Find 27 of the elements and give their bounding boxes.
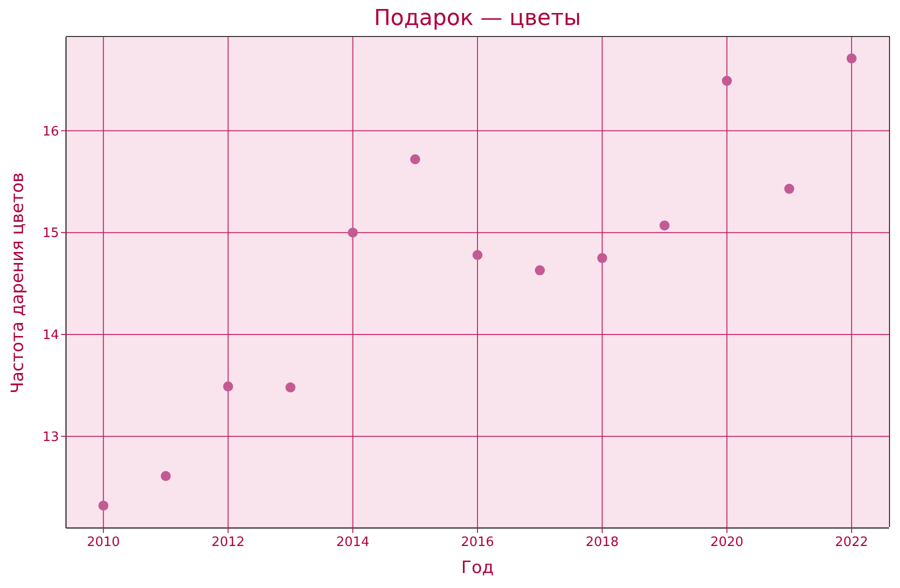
point [160, 471, 171, 482]
y-axis-title: Частота дарения цветов [7, 172, 29, 394]
point [98, 500, 108, 511]
x-tick-label: 2020 [710, 535, 744, 550]
x-tick-label: 2018 [586, 535, 619, 550]
point [597, 253, 608, 264]
y-tick-label: 13 [42, 430, 59, 445]
point [722, 76, 732, 86]
y-tick-label: 15 [42, 226, 59, 242]
y-tick-label: 14 [42, 328, 59, 344]
x-tick-label: 2022 [835, 535, 868, 550]
point [285, 382, 296, 392]
point [223, 381, 234, 392]
x-tick-label: 2014 [336, 535, 370, 550]
y-tick-label: 16 [42, 124, 59, 140]
point [410, 154, 420, 164]
x-tick-label: 2010 [86, 535, 120, 550]
point [846, 53, 857, 64]
point [348, 228, 358, 238]
x-axis-title: Год [460, 557, 495, 579]
point [534, 265, 545, 276]
chart-title: Подарок — цветы [372, 5, 582, 33]
point [472, 250, 483, 260]
x-tick-label: 2012 [212, 535, 245, 550]
x-tick-label: 2016 [460, 535, 494, 550]
point [784, 184, 794, 194]
point [660, 220, 670, 230]
